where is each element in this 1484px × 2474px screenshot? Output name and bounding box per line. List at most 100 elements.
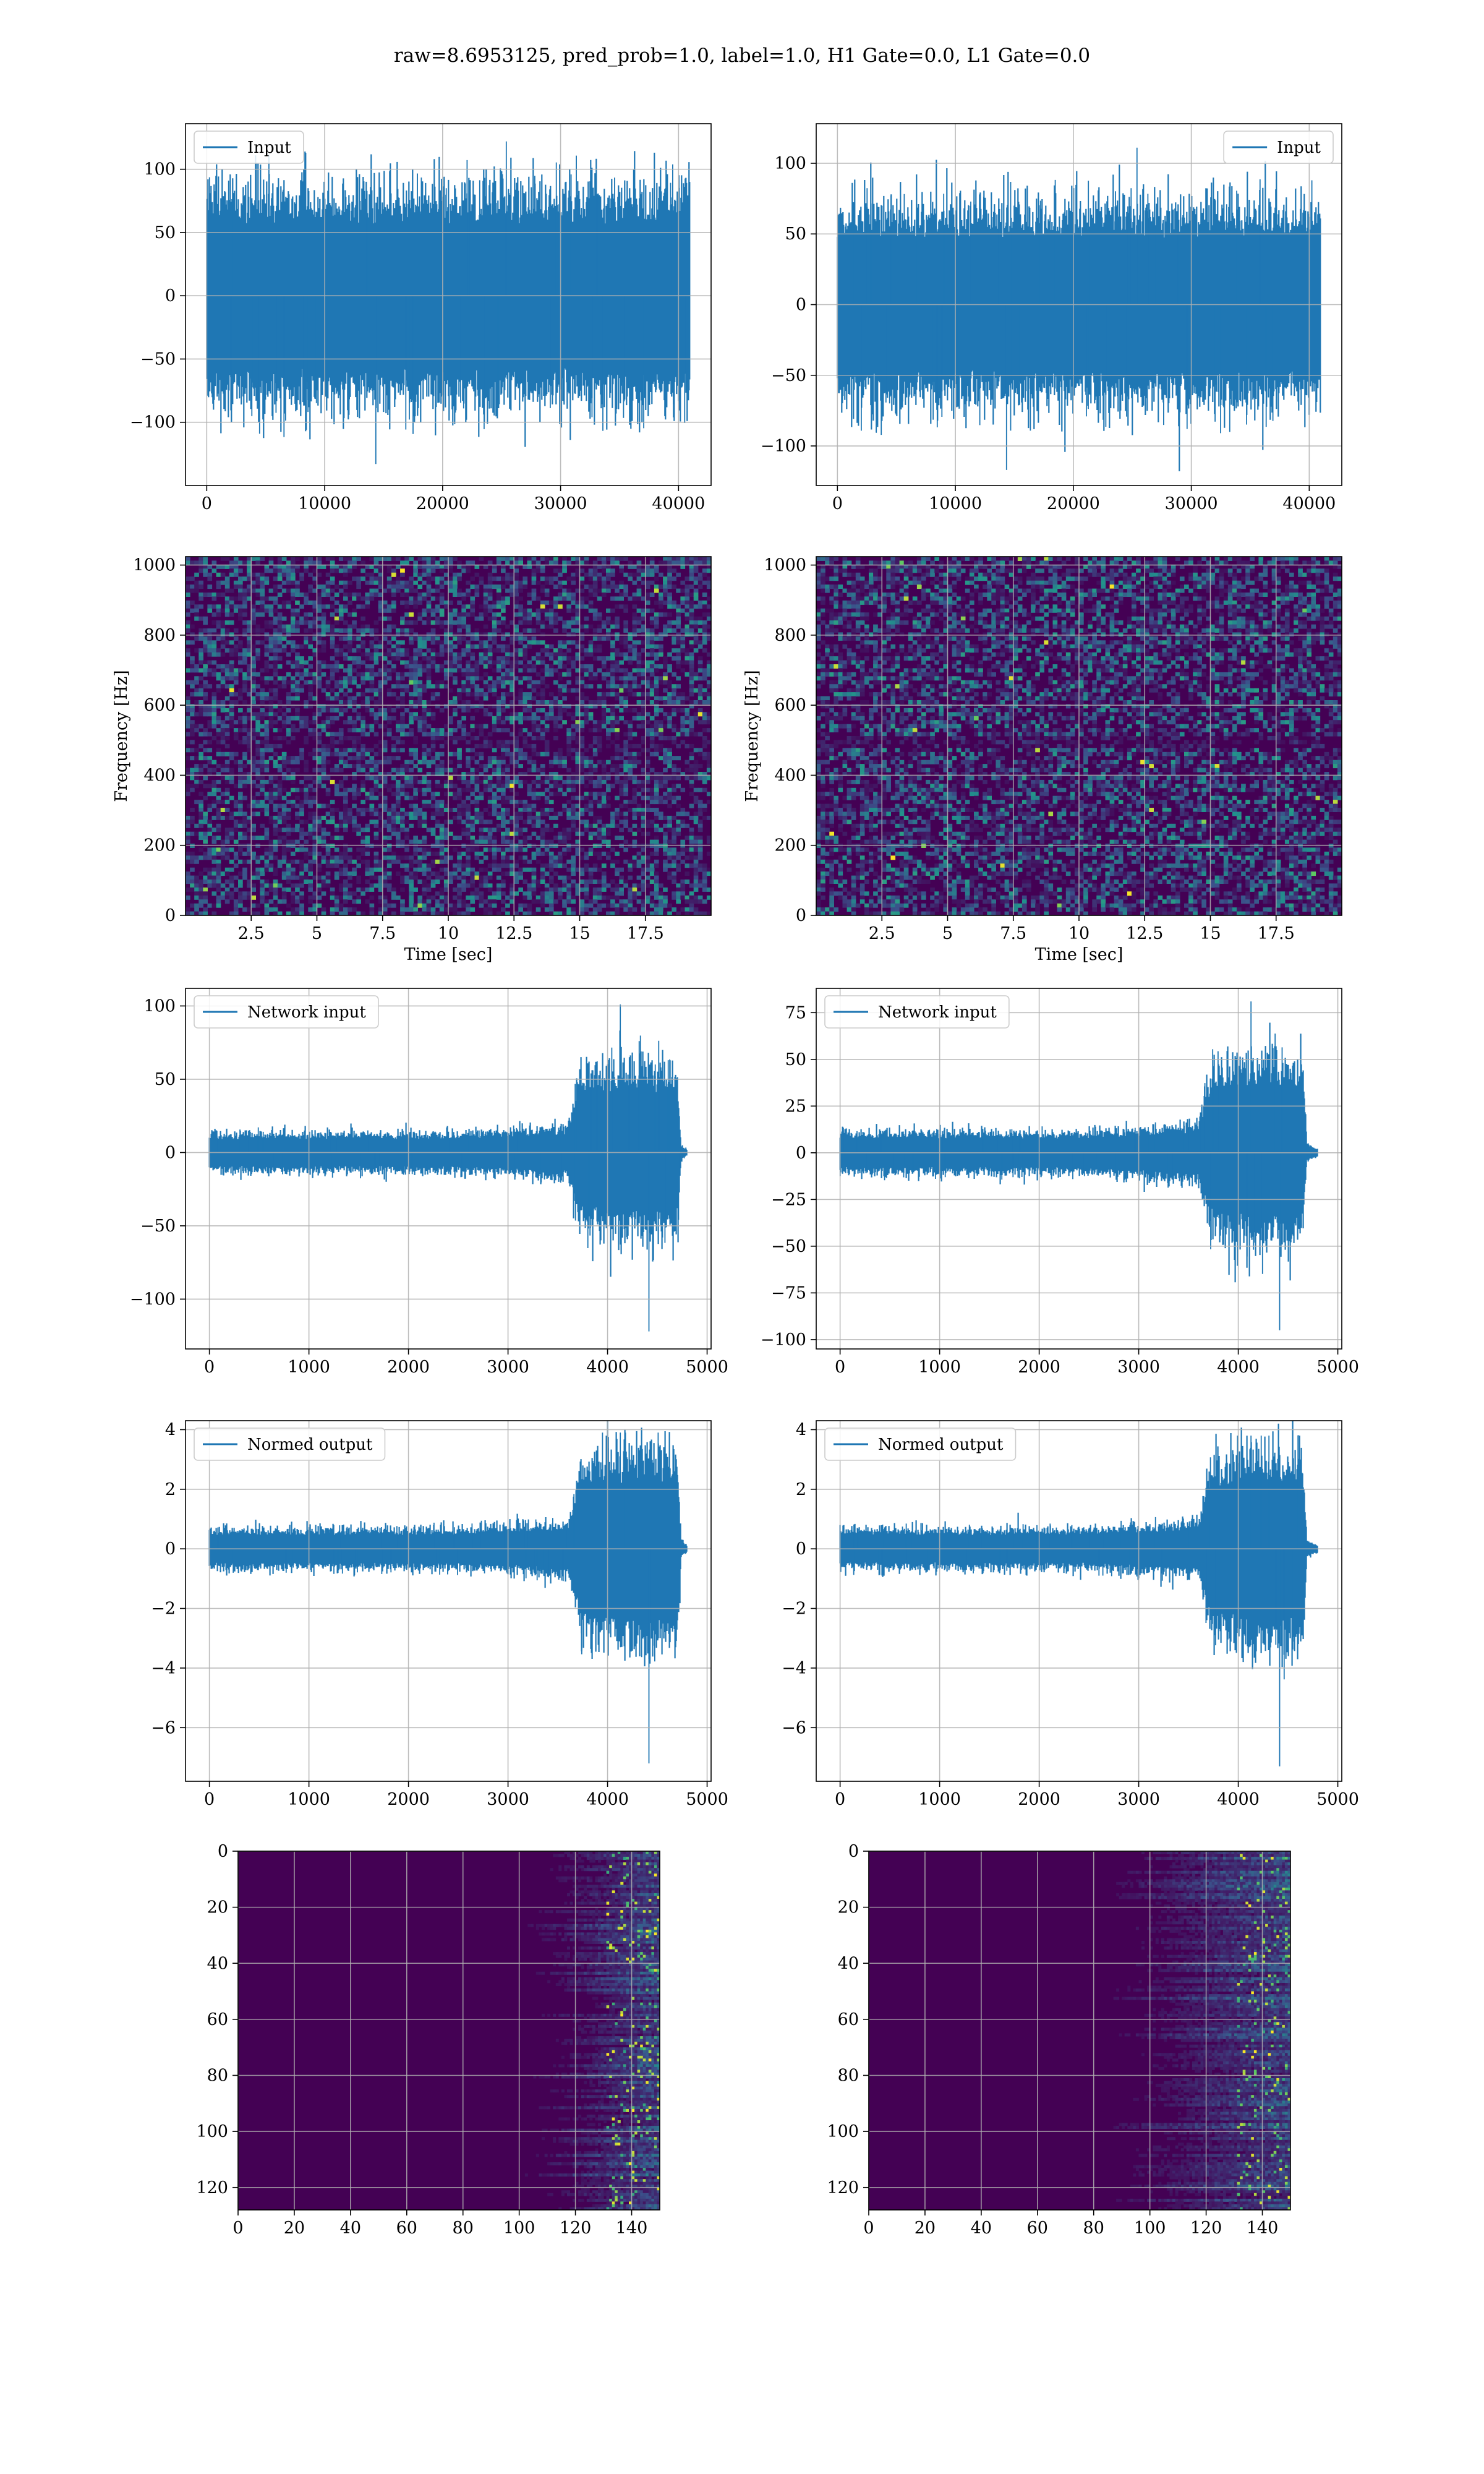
heatmap-cell — [229, 572, 234, 577]
heatmap-cell — [470, 724, 475, 729]
heatmap-cell — [457, 720, 462, 725]
heatmap-cell — [194, 680, 199, 685]
heatmap-cell — [610, 648, 615, 653]
heatmap-cell — [386, 863, 392, 868]
heatmap-cell — [247, 620, 252, 625]
heatmap-cell — [220, 708, 226, 713]
heatmap-cell — [211, 855, 217, 860]
heatmap-cell — [474, 743, 480, 748]
heatmap-cell — [186, 593, 190, 597]
heatmap-cell — [386, 648, 392, 653]
heatmap-cell — [597, 815, 602, 820]
heatmap-cell — [268, 867, 274, 872]
heatmap-cell — [487, 593, 493, 597]
heatmap-cell — [190, 883, 195, 888]
heatmap-cell — [487, 756, 493, 761]
heatmap-cell — [413, 779, 418, 784]
heatmap-cell — [597, 903, 602, 908]
heatmap-cell — [277, 604, 283, 609]
heatmap-cell — [260, 612, 265, 617]
heatmap-cell — [522, 903, 528, 908]
heatmap-cell — [216, 815, 221, 820]
heatmap-cell — [588, 779, 594, 784]
heatmap-cell — [579, 636, 585, 641]
heatmap-cell — [479, 795, 484, 800]
subplot-h1-spectrogram: 2.5 5 7.5 10 12.5 15 17.502004006008001000Time… — [112, 556, 712, 964]
heatmap-cell — [457, 811, 462, 816]
heatmap-cell — [343, 580, 348, 585]
y-tick-label: −50 — [140, 349, 176, 369]
heatmap-cell — [501, 883, 506, 888]
heatmap-cell — [260, 557, 265, 561]
heatmap-cell — [255, 803, 260, 808]
heatmap-cell — [501, 800, 506, 805]
heatmap-cell — [198, 831, 203, 836]
heatmap-cell — [483, 784, 488, 789]
heatmap-cell — [571, 656, 576, 661]
y-tick-label: 100 — [774, 154, 806, 173]
heatmap-cell — [470, 883, 475, 888]
heatmap-cell — [531, 880, 537, 884]
heatmap-cell — [391, 644, 396, 649]
heatmap-cell — [198, 593, 203, 597]
heatmap-cell — [365, 847, 370, 852]
heatmap-cell — [286, 839, 291, 844]
heatmap-cell — [268, 907, 274, 912]
heatmap-cell — [592, 740, 598, 745]
heatmap-cell — [365, 863, 370, 868]
heatmap-cell — [203, 740, 208, 745]
heatmap-cell — [443, 740, 449, 745]
heatmap-cell — [255, 740, 260, 745]
heatmap-cell — [461, 808, 466, 812]
heatmap-cell — [470, 652, 475, 657]
heatmap-cell — [325, 751, 331, 756]
heatmap-cell — [492, 828, 497, 833]
heatmap-cell — [413, 580, 418, 585]
heatmap-cell — [190, 576, 195, 581]
heatmap-cell — [186, 911, 190, 915]
heatmap-cell — [422, 836, 427, 841]
y-tick-label: 100 — [143, 160, 176, 179]
heatmap-cell — [588, 768, 594, 773]
heatmap-cell — [216, 787, 221, 792]
heatmap-cell — [242, 612, 247, 617]
heatmap-cell — [273, 831, 278, 836]
heatmap-cell — [453, 903, 458, 908]
heatmap-cell — [312, 712, 318, 717]
heatmap-cell — [343, 572, 348, 577]
heatmap-cell — [378, 907, 383, 912]
heatmap-cell — [277, 708, 283, 713]
heatmap-cell — [470, 560, 475, 565]
heatmap-cell — [439, 811, 445, 816]
heatmap-cell — [242, 672, 247, 677]
heatmap-cell — [466, 803, 471, 808]
heatmap-cell — [588, 847, 594, 852]
heatmap-cell — [571, 756, 576, 761]
heatmap-cell — [531, 787, 537, 792]
heatmap-cell — [531, 588, 537, 593]
heatmap-cell — [417, 839, 423, 844]
heatmap-cell — [255, 560, 260, 565]
heatmap-cell — [186, 576, 190, 581]
heatmap-cell — [496, 612, 501, 617]
heatmap-cell — [281, 895, 287, 900]
heatmap-cell — [579, 632, 585, 637]
heatmap-cell — [426, 568, 432, 573]
heatmap-cell — [317, 768, 322, 773]
heatmap-cell — [356, 911, 361, 915]
heatmap-cell — [592, 632, 598, 637]
heatmap-cell — [264, 795, 270, 800]
heatmap-cell — [190, 772, 195, 776]
heatmap-cell — [553, 656, 558, 661]
heatmap-cell — [369, 728, 375, 733]
heatmap-cell — [391, 736, 396, 740]
heatmap-cell — [211, 784, 217, 789]
heatmap-cell — [304, 593, 309, 597]
heatmap-cell — [348, 907, 352, 912]
heatmap-cell — [483, 736, 488, 740]
heatmap-cell — [492, 604, 497, 609]
heatmap-cell — [540, 564, 545, 569]
heatmap-cell — [242, 676, 247, 681]
heatmap-cell — [505, 740, 510, 745]
heatmap-cell — [317, 572, 322, 577]
